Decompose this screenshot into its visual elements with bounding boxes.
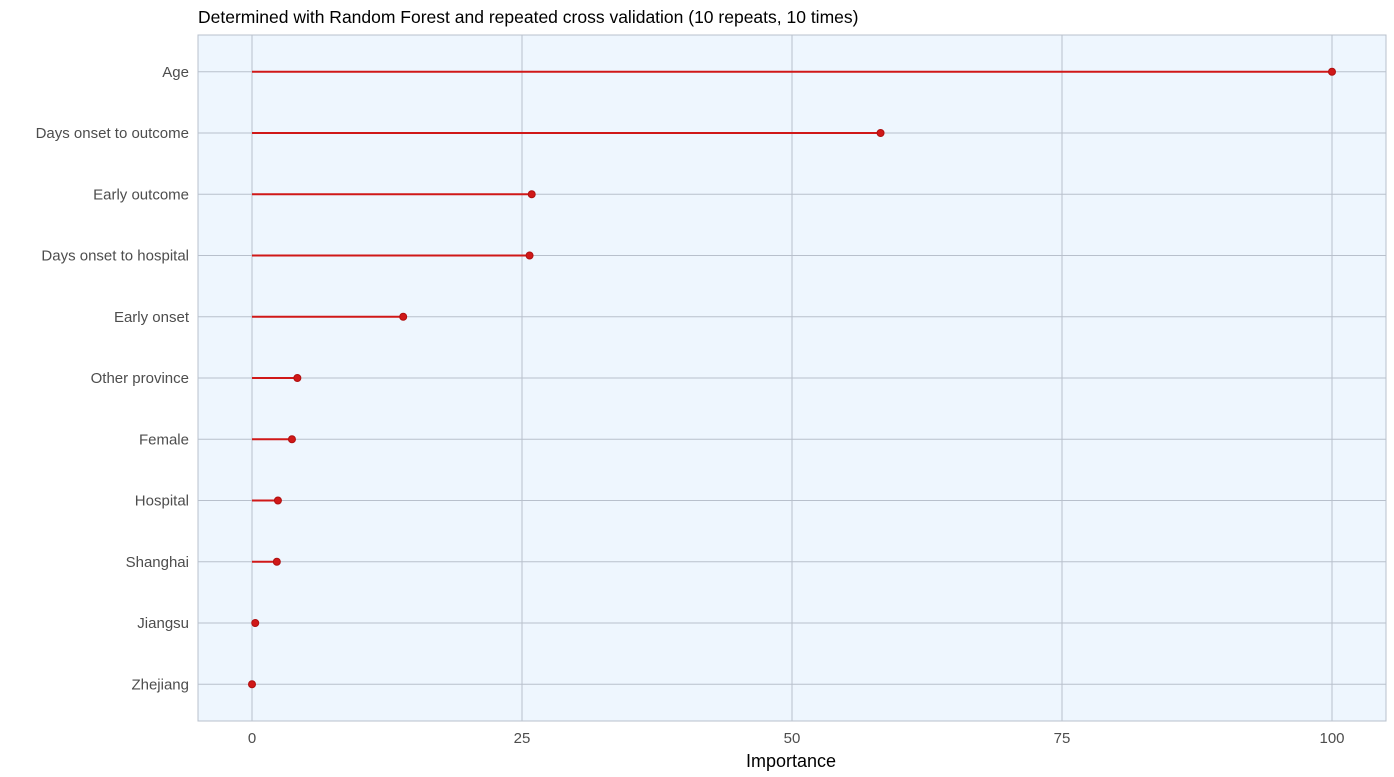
category-label-3: Days onset to hospital <box>41 248 189 265</box>
x-axis-title: Importance <box>746 751 836 771</box>
lollipop-point-4 <box>399 312 408 321</box>
lollipop-point-5 <box>293 374 302 382</box>
x-tick-label-3: 75 <box>1054 730 1071 747</box>
lollipop-point-10 <box>248 680 256 689</box>
category-label-7: Hospital <box>135 493 189 510</box>
lollipop-point-7 <box>273 496 282 505</box>
x-tick-label-1: 25 <box>514 730 531 747</box>
category-label-2: Early outcome <box>93 186 189 203</box>
category-label-0: Age <box>162 64 189 81</box>
category-label-6: Female <box>139 431 189 448</box>
category-label-9: Jiangsu <box>137 615 189 632</box>
lollipop-point-2 <box>527 190 536 199</box>
x-tick-label-4: 100 <box>1319 730 1344 747</box>
category-label-8: Shanghai <box>126 554 189 571</box>
lollipop-point-3 <box>525 251 534 260</box>
lollipop-point-6 <box>287 435 296 444</box>
x-tick-label-2: 50 <box>784 730 801 747</box>
category-labels: Age Days onset to outcome Early outcome Day… <box>36 64 190 694</box>
category-label-1: Days onset to outcome <box>36 125 189 142</box>
category-label-5: Other province <box>91 370 189 387</box>
lollipop-point-0 <box>1328 67 1336 76</box>
x-tick-labels: 0 25 50 75 100 <box>248 730 1345 747</box>
category-label-4: Early onset <box>114 309 190 326</box>
chart-title: Determined with Random Forest and repeat… <box>198 7 858 27</box>
lollipop-point-8 <box>272 557 281 566</box>
lollipop-point-9 <box>251 619 260 627</box>
lollipop-point-1 <box>876 129 885 137</box>
category-label-10: Zhejiang <box>131 676 189 693</box>
lollipop-marks <box>248 67 1336 689</box>
x-tick-label-0: 0 <box>248 730 256 747</box>
